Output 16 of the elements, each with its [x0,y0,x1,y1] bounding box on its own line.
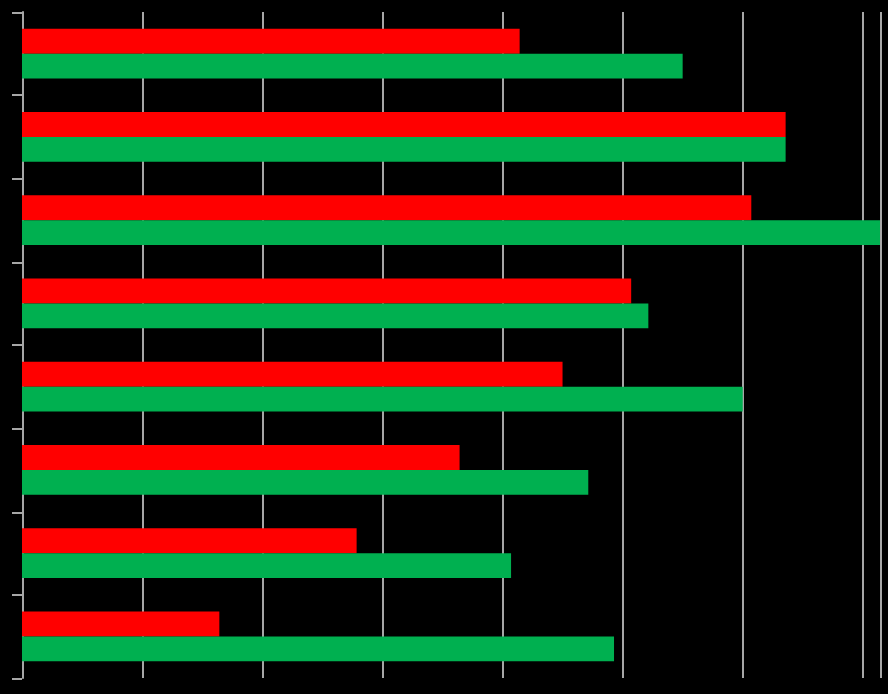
bar [22,111,786,137]
bar [22,386,743,412]
bar [22,553,512,579]
bar [22,303,649,329]
bar [22,528,357,554]
bar [22,195,752,221]
bar [22,361,563,387]
bar [22,28,520,54]
bar [22,136,786,162]
bar [22,53,683,79]
bar [22,611,220,637]
bar [22,636,615,662]
bar [22,469,589,495]
bar [22,278,632,304]
bar [22,220,880,246]
bar [22,444,460,470]
